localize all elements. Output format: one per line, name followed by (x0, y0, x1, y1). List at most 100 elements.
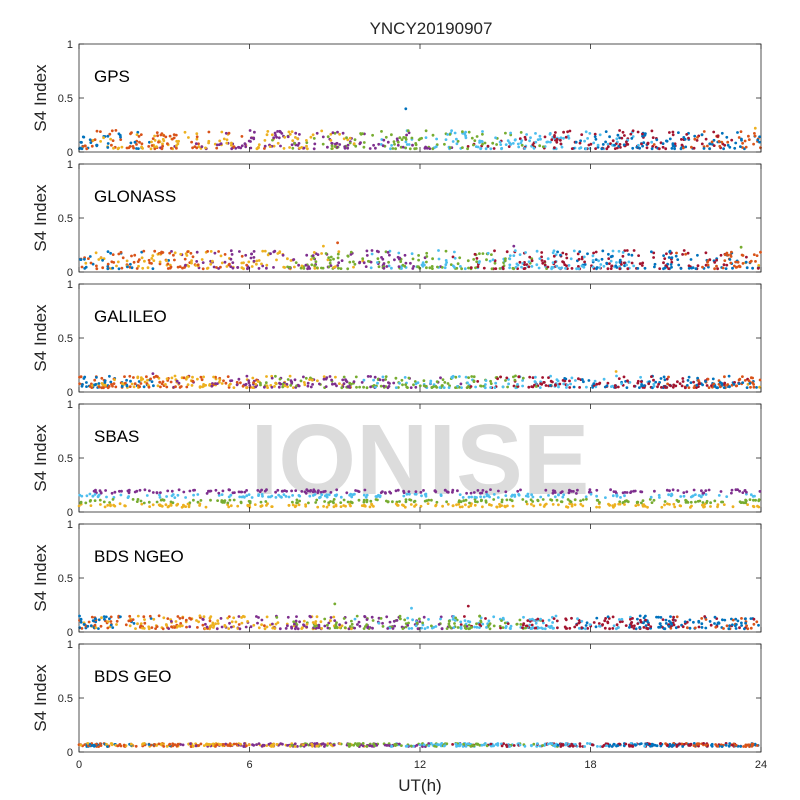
data-point (274, 490, 277, 494)
data-point (334, 623, 338, 627)
data-point (90, 144, 94, 148)
data-point (136, 130, 140, 134)
data-point (435, 380, 439, 384)
data-point (738, 626, 741, 630)
data-point (650, 375, 653, 378)
data-point (618, 500, 622, 504)
data-point (282, 265, 286, 269)
data-point (652, 378, 655, 382)
data-point (446, 490, 450, 494)
data-point (727, 627, 731, 631)
data-point (99, 503, 102, 506)
data-point (663, 385, 667, 389)
data-point (555, 264, 559, 268)
data-point (629, 490, 633, 493)
data-point (542, 621, 545, 625)
data-point (662, 375, 666, 379)
data-point (190, 384, 194, 387)
data-point (730, 491, 733, 495)
data-point (106, 626, 110, 630)
data-point (615, 137, 619, 141)
data-point (124, 381, 127, 385)
data-point (623, 494, 626, 498)
data-point (496, 377, 499, 381)
data-point (728, 742, 732, 745)
data-point (108, 374, 111, 378)
data-point (95, 143, 99, 147)
data-point (97, 494, 101, 497)
data-point (454, 616, 457, 620)
data-point (631, 617, 634, 620)
data-point (386, 251, 390, 254)
data-point (595, 616, 599, 620)
panel-label: BDS NGEO (94, 547, 184, 566)
data-point (559, 138, 562, 142)
data-point (573, 503, 577, 507)
data-point (139, 382, 143, 385)
data-point (597, 622, 601, 625)
data-point (743, 139, 747, 143)
data-point (370, 502, 373, 506)
data-point (398, 500, 401, 503)
data-point (187, 505, 191, 509)
data-point (461, 130, 464, 134)
data-point (488, 259, 492, 263)
data-point (333, 145, 337, 148)
data-point (160, 742, 163, 746)
data-point (153, 139, 157, 142)
data-point (189, 745, 193, 748)
data-point (443, 381, 447, 384)
data-point (629, 622, 633, 626)
data-point (214, 622, 218, 626)
data-point (291, 494, 294, 497)
data-point (561, 495, 565, 499)
data-point (687, 264, 691, 268)
data-point (634, 504, 638, 507)
data-point (757, 623, 760, 627)
data-point (368, 744, 372, 748)
data-point (169, 380, 173, 384)
data-point (525, 502, 529, 506)
data-point (327, 503, 331, 507)
data-point (580, 257, 584, 261)
data-point (87, 620, 91, 624)
data-point (568, 499, 572, 503)
data-point (604, 140, 607, 144)
data-point (701, 265, 704, 269)
data-point (170, 620, 173, 623)
data-point (139, 133, 143, 137)
data-point (564, 618, 568, 622)
data-point (135, 267, 139, 270)
data-point (289, 384, 293, 387)
data-point (478, 623, 482, 626)
data-point (570, 147, 574, 151)
data-point (538, 144, 542, 148)
data-point (714, 625, 718, 629)
data-point (236, 504, 240, 508)
data-point (124, 623, 128, 627)
data-point (365, 254, 369, 257)
data-point (752, 617, 756, 621)
data-point (549, 384, 552, 387)
data-point (539, 137, 542, 141)
data-point (249, 256, 253, 260)
data-point (459, 265, 462, 268)
data-point (405, 143, 409, 146)
data-point (410, 627, 414, 630)
data-point (459, 382, 463, 386)
data-point (623, 499, 627, 503)
data-point (83, 375, 87, 379)
data-point (131, 618, 135, 621)
data-point (100, 376, 104, 380)
data-point (563, 379, 567, 383)
data-point (639, 742, 643, 745)
data-point (618, 265, 622, 268)
data-point (681, 253, 684, 256)
data-point (481, 622, 485, 626)
data-point (156, 384, 160, 388)
data-point (530, 623, 534, 627)
data-point (477, 261, 481, 265)
data-point (229, 379, 232, 383)
data-point (722, 147, 725, 151)
data-point (445, 627, 449, 630)
